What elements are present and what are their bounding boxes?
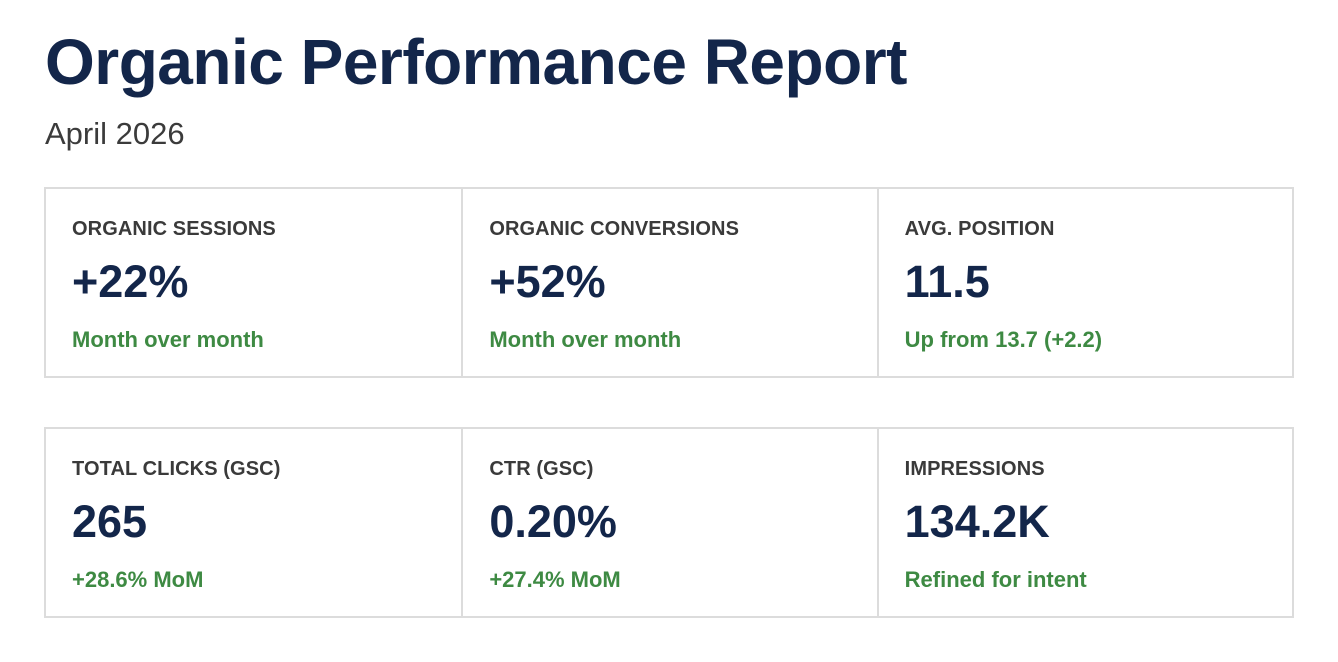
metrics-row-primary: ORGANIC SESSIONS +22% Month over month O… xyxy=(44,187,1294,378)
metric-note: Month over month xyxy=(489,327,682,352)
metric-note: Month over month xyxy=(72,327,264,352)
metrics-row-search-console: TOTAL CLICKS (GSC) 265 +28.6% MoM CTR (G… xyxy=(44,427,1294,618)
metric-value: +52% xyxy=(489,256,606,307)
metric-card-ctr: CTR (GSC) 0.20% +27.4% MoM xyxy=(461,429,876,616)
metric-value: 134.2K xyxy=(904,496,1050,547)
metric-note: +27.4% MoM xyxy=(489,567,621,592)
metric-label: IMPRESSIONS xyxy=(904,458,1045,480)
metric-label: ORGANIC SESSIONS xyxy=(72,218,276,240)
page-title: Organic Performance Report xyxy=(45,26,907,98)
metric-note: Up from 13.7 (+2.2) xyxy=(904,327,1103,352)
metric-label: AVG. POSITION xyxy=(904,218,1055,240)
metric-value: 11.5 xyxy=(904,256,990,307)
metric-label: ORGANIC CONVERSIONS xyxy=(489,218,740,240)
metric-card-organic-conversions: ORGANIC CONVERSIONS +52% Month over mont… xyxy=(461,189,876,376)
metric-card-avg-position: AVG. POSITION 11.5 Up from 13.7 (+2.2) xyxy=(876,189,1292,376)
metric-label: TOTAL CLICKS (GSC) xyxy=(72,458,281,480)
metric-card-impressions: IMPRESSIONS 134.2K Refined for intent xyxy=(876,429,1292,616)
metric-value: 0.20% xyxy=(489,496,617,547)
metric-value: +22% xyxy=(72,256,189,307)
report-period: April 2026 xyxy=(45,116,185,151)
metric-card-total-clicks: TOTAL CLICKS (GSC) 265 +28.6% MoM xyxy=(46,429,461,616)
metric-card-organic-sessions: ORGANIC SESSIONS +22% Month over month xyxy=(46,189,461,376)
metric-value: 265 xyxy=(72,496,148,547)
metric-label: CTR (GSC) xyxy=(489,458,594,480)
metric-note: Refined for intent xyxy=(904,567,1087,592)
metric-note: +28.6% MoM xyxy=(72,567,204,592)
